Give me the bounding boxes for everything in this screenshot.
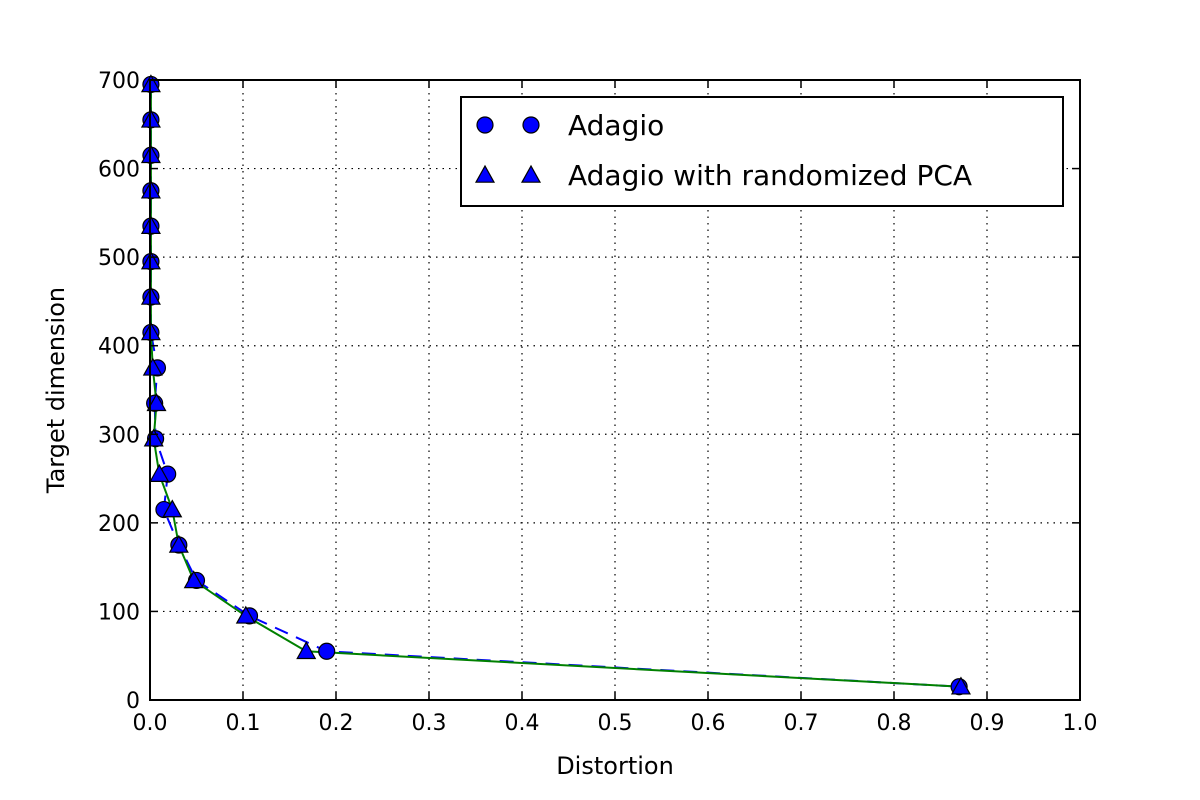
- data-point-adagio-randomized-pca: [142, 357, 163, 376]
- legend-label-adagio: Adagio: [568, 109, 664, 142]
- y-tick-label: 500: [98, 246, 140, 271]
- x-tick-label: 0.2: [319, 711, 354, 736]
- x-tick-label: 0.3: [412, 711, 447, 736]
- x-tick-label: 0.9: [970, 711, 1005, 736]
- legend-label-adagio-randomized-pca: Adagio with randomized PCA: [568, 159, 972, 192]
- data-point-adagio-randomized-pca: [950, 676, 971, 695]
- x-axis-label: Distortion: [556, 752, 674, 780]
- y-tick-label: 700: [98, 69, 140, 94]
- x-tick-label: 0.6: [691, 711, 726, 736]
- legend-box: [460, 96, 1064, 207]
- x-tick-label: 0.1: [226, 711, 261, 736]
- y-tick-label: 0: [126, 689, 140, 714]
- legend-triangle-marker: [520, 164, 542, 183]
- legend-circle-marker: [522, 116, 540, 134]
- legend: Adagio Adagio with randomized PCA: [460, 96, 1064, 207]
- legend-circle-marker: [476, 116, 494, 134]
- legend-triangle-marker: [474, 164, 496, 183]
- data-point-adagio-randomized-pca: [162, 499, 183, 518]
- x-tick-label: 0.7: [784, 711, 819, 736]
- legend-symbols: [474, 116, 542, 183]
- y-tick-label: 600: [98, 158, 140, 183]
- y-axis-label: Target dimension: [42, 287, 70, 494]
- data-point-adagio-randomized-pca: [183, 570, 204, 589]
- data-point-adagio-randomized-pca: [235, 605, 256, 624]
- x-tick-label: 1.0: [1063, 711, 1098, 736]
- data-point-adagio-randomized-pca: [146, 393, 167, 412]
- x-tick-label: 0.0: [133, 711, 168, 736]
- y-tick-label: 200: [98, 512, 140, 537]
- data-point-adagio-randomized-pca: [296, 641, 317, 660]
- axis-ticks: 0.0 0.1 0.2 0.3 0.4 0.5 0.6 0.7 0.8 0.9 1.0 0 100 200…: [98, 69, 1098, 736]
- data-point-adagio-randomized-pca: [168, 534, 189, 553]
- x-tick-label: 0.5: [598, 711, 633, 736]
- data-point-adagio: [318, 642, 336, 660]
- data-point-adagio-randomized-pca: [149, 463, 170, 482]
- y-tick-label: 300: [98, 423, 140, 448]
- y-tick-label: 100: [98, 600, 140, 625]
- x-tick-label: 0.8: [877, 711, 912, 736]
- y-tick-label: 400: [98, 335, 140, 360]
- x-tick-label: 0.4: [505, 711, 540, 736]
